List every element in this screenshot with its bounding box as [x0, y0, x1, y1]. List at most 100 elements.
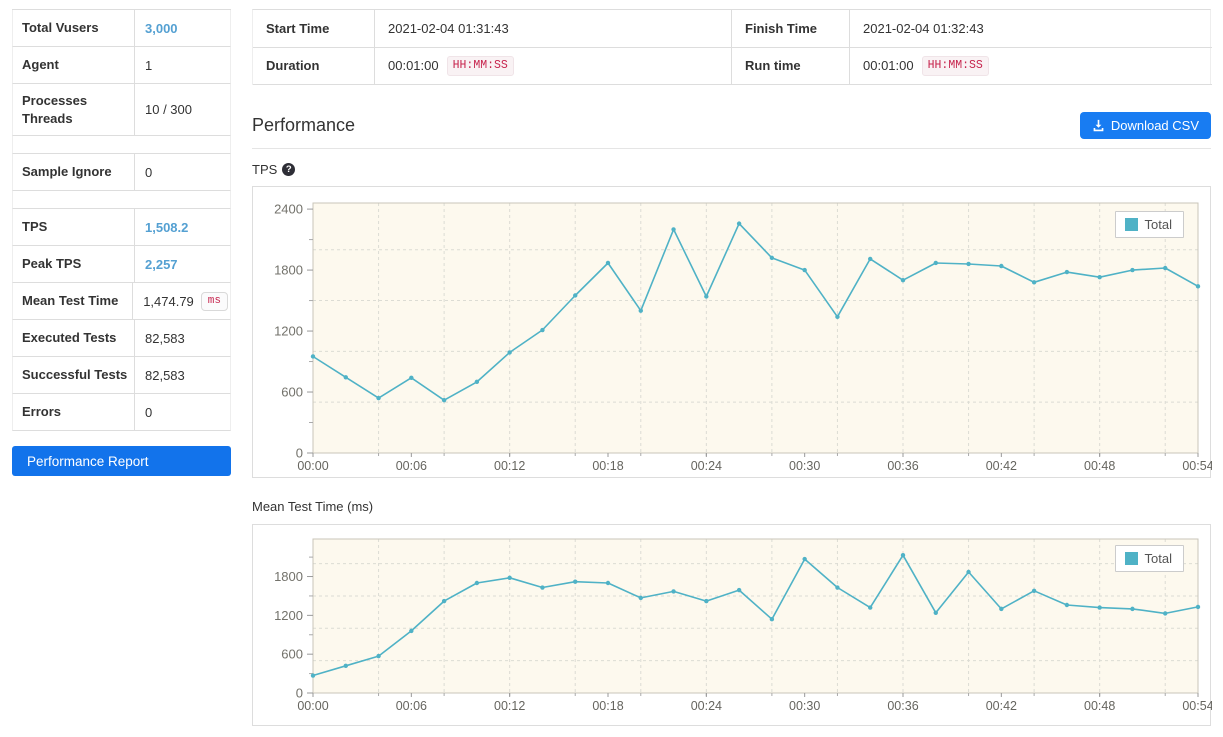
errors-value: 0	[145, 404, 153, 420]
performance-report-button[interactable]: Performance Report	[12, 446, 231, 476]
finish-time-value: 2021-02-04 01:32:43	[849, 10, 1212, 48]
question-circle-icon[interactable]: ?	[282, 163, 296, 176]
stat-label: TPS	[22, 219, 48, 235]
svg-text:0: 0	[296, 446, 303, 461]
svg-text:00:30: 00:30	[789, 459, 820, 473]
svg-text:00:48: 00:48	[1084, 699, 1115, 713]
mtt-chart-title-text: Mean Test Time (ms)	[252, 499, 374, 514]
table-row: TPS 1,508.2	[12, 209, 231, 246]
mtt-chart-title: Mean Test Time (ms)	[252, 498, 1211, 515]
stat-label: Mean Test Time	[22, 293, 119, 309]
svg-text:00:36: 00:36	[887, 699, 918, 713]
run-time-label: Run time	[731, 47, 849, 85]
sample-ignore-value: 0	[145, 164, 153, 180]
agent-value: 1	[145, 57, 153, 73]
svg-text:00:24: 00:24	[691, 459, 722, 473]
tps-chart-legend: Total	[1114, 211, 1184, 238]
executed-tests-value: 82,583	[145, 330, 185, 346]
svg-text:1800: 1800	[274, 569, 303, 584]
svg-text:00:06: 00:06	[396, 699, 427, 713]
test-time-table: Start Time 2021-02-04 01:31:43 Finish Ti…	[252, 9, 1212, 85]
test-summary-table: Total Vusers 3,000 Agent 1 Processes Thr…	[12, 9, 231, 431]
table-row: Successful Tests 82,583	[12, 357, 231, 394]
legend-label: Total	[1144, 217, 1172, 232]
tps-value: 1,508.2	[145, 219, 189, 235]
start-time-value: 2021-02-04 01:31:43	[374, 10, 731, 48]
svg-text:00:42: 00:42	[986, 699, 1017, 713]
stat-label: Peak TPS	[22, 256, 82, 272]
stat-label: Errors	[22, 404, 62, 420]
run-time-value-cell: 00:01:00 HH:MM:SS	[849, 47, 1212, 85]
table-row: Total Vusers 3,000	[12, 10, 231, 47]
svg-text:600: 600	[281, 647, 303, 662]
stat-value: 3,000	[134, 10, 230, 46]
svg-text:0: 0	[296, 686, 303, 701]
section-divider	[252, 148, 1211, 149]
svg-text:00:12: 00:12	[494, 699, 525, 713]
svg-text:00:18: 00:18	[592, 699, 623, 713]
stat-label: Processes Threads	[22, 92, 88, 126]
successful-tests-value: 82,583	[145, 367, 185, 383]
main-content: Start Time 2021-02-04 01:31:43 Finish Ti…	[252, 9, 1214, 726]
test-summary-sidebar: Total Vusers 3,000 Agent 1 Processes Thr…	[12, 9, 231, 476]
peak-tps-value: 2,257	[145, 256, 178, 272]
stat-label: Agent	[22, 57, 59, 73]
processes-threads-value: 10 / 300	[145, 102, 192, 117]
svg-text:00:30: 00:30	[789, 699, 820, 713]
spacer-row	[12, 136, 231, 154]
stat-value: 0	[134, 394, 230, 430]
tps-chart: 0 600 1200 1800 2400 00:00 00:06 00:12 00:18 00:2…	[252, 186, 1214, 478]
stat-value: 10 / 300	[134, 84, 230, 135]
stat-value: 82,583	[134, 320, 230, 356]
table-row: Processes Threads 10 / 300	[12, 84, 231, 136]
svg-text:1200: 1200	[274, 324, 303, 339]
duration-value: 00:01:00	[388, 58, 439, 74]
mean-test-time-chart: 0 600 1200 1800 00:00 00:06 00:12 00:18 00:24 00:…	[252, 524, 1214, 726]
stat-label: Sample Ignore	[22, 164, 112, 180]
svg-text:1800: 1800	[274, 263, 303, 278]
svg-text:00:48: 00:48	[1084, 459, 1115, 473]
svg-text:00:06: 00:06	[396, 459, 427, 473]
stat-value: 0	[134, 154, 230, 190]
stat-label: Successful Tests	[22, 367, 128, 383]
table-row: Sample Ignore 0	[12, 154, 231, 191]
mean-test-time-value: 1,474.79	[143, 293, 194, 309]
stat-label: Executed Tests	[22, 330, 117, 346]
download-csv-label: Download CSV	[1110, 117, 1199, 133]
table-row: Executed Tests 82,583	[12, 320, 231, 357]
duration-label: Duration	[253, 48, 374, 85]
svg-text:1200: 1200	[274, 608, 303, 623]
tps-chart-canvas: 0 600 1200 1800 2400 00:00 00:06 00:12 00:18 00:2…	[274, 202, 1214, 473]
duration-value-cell: 00:01:00 HH:MM:SS	[374, 47, 731, 85]
stat-value: 1	[134, 47, 230, 83]
duration-format-badge: HH:MM:SS	[446, 56, 514, 76]
run-time-format-badge: HH:MM:SS	[921, 56, 989, 76]
svg-text:00:42: 00:42	[986, 459, 1017, 473]
svg-text:00:24: 00:24	[691, 699, 722, 713]
table-row: Agent 1	[12, 47, 231, 84]
legend-label: Total	[1144, 551, 1172, 566]
svg-text:00:36: 00:36	[887, 459, 918, 473]
stat-value: 2,257	[134, 246, 230, 282]
svg-text:00:00: 00:00	[297, 699, 328, 713]
stat-value: 1,474.79 ms	[132, 283, 230, 319]
ms-unit-badge: ms	[200, 291, 228, 311]
mtt-chart-legend: Total	[1114, 545, 1184, 572]
svg-text:600: 600	[281, 385, 303, 400]
stat-label: Total Vusers	[22, 20, 99, 36]
svg-text:00:54: 00:54	[1182, 459, 1212, 473]
mtt-chart-canvas: 0 600 1200 1800 00:00 00:06 00:12 00:18 00:24 00:…	[274, 538, 1214, 713]
performance-header: Performance Download CSV	[252, 111, 1211, 139]
spacer-row	[12, 191, 231, 209]
stat-value: 1,508.2	[134, 209, 230, 245]
run-time-value: 00:01:00	[863, 58, 914, 74]
download-csv-button[interactable]: Download CSV	[1079, 111, 1211, 139]
legend-swatch	[1124, 218, 1138, 231]
table-row: Errors 0	[12, 394, 231, 431]
page-title: Performance	[252, 114, 356, 135]
svg-text:00:54: 00:54	[1182, 699, 1212, 713]
finish-time-label: Finish Time	[731, 10, 849, 48]
start-time-label: Start Time	[253, 10, 374, 48]
svg-text:00:00: 00:00	[297, 459, 328, 473]
total-vusers-value: 3,000	[145, 20, 178, 36]
